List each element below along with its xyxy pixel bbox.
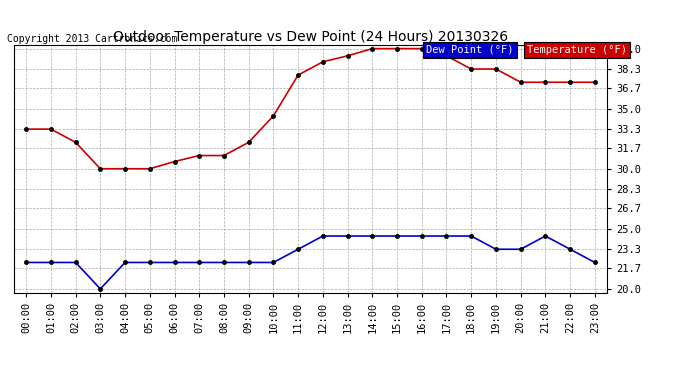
Text: Temperature (°F): Temperature (°F): [527, 45, 627, 55]
Text: Dew Point (°F): Dew Point (°F): [426, 45, 514, 55]
Text: Copyright 2013 Cartronics.com: Copyright 2013 Cartronics.com: [7, 34, 177, 44]
Title: Outdoor Temperature vs Dew Point (24 Hours) 20130326: Outdoor Temperature vs Dew Point (24 Hou…: [113, 30, 508, 44]
